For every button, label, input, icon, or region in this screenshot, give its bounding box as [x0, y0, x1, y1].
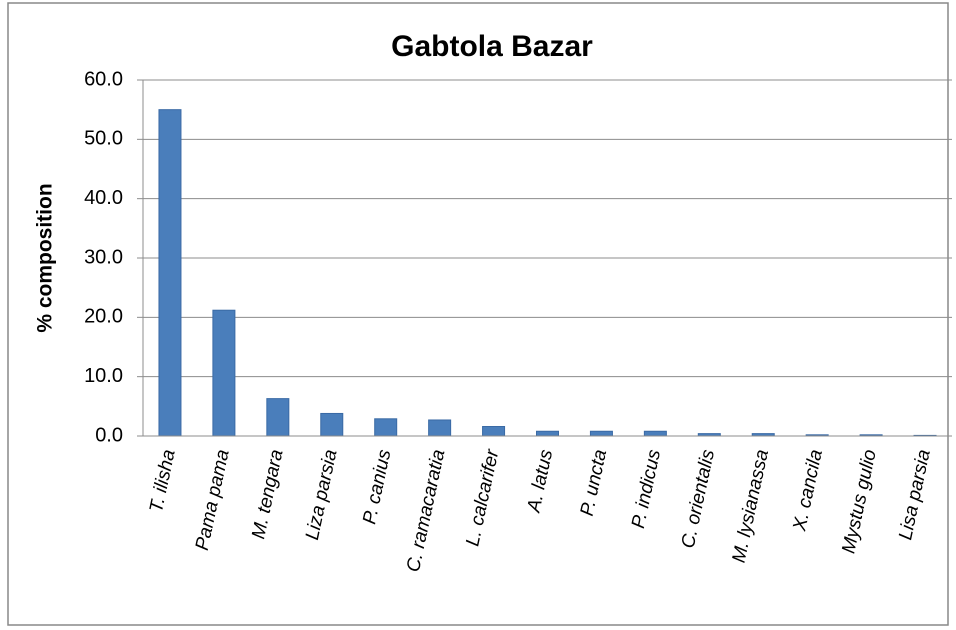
bar: [536, 430, 559, 437]
bar: [266, 398, 290, 437]
y-tick-label: 20.0: [84, 306, 123, 328]
y-tick-label: 40.0: [84, 187, 123, 209]
y-tick-label: 30.0: [84, 246, 123, 268]
bar: [374, 418, 398, 437]
bar: [158, 109, 182, 437]
y-tick-label: 60.0: [84, 68, 123, 90]
bar: [212, 309, 236, 437]
y-tick-label: 50.0: [84, 128, 123, 150]
bar: [482, 426, 506, 437]
y-tick-label: 0.0: [95, 424, 123, 446]
y-axis-title: % composition: [34, 183, 57, 332]
bar: [320, 412, 344, 437]
bar: [428, 419, 452, 437]
bar: [643, 430, 667, 437]
y-tick-label: 10.0: [84, 365, 123, 387]
chart-title: Gabtola Bazar: [391, 30, 593, 63]
bar: [589, 430, 613, 437]
